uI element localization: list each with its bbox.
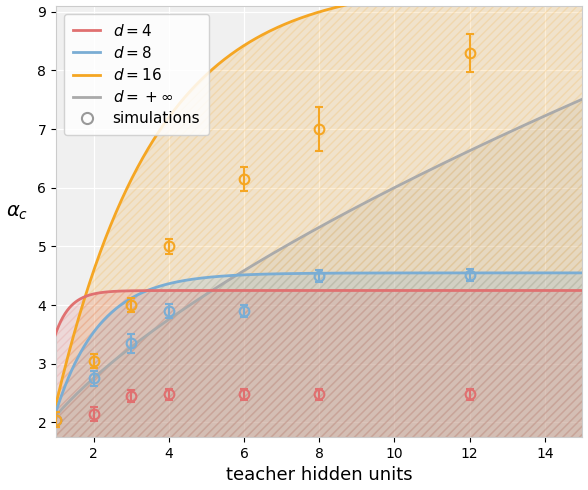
Legend: $d = 4$, $d = 8$, $d = 16$, $d = +\infty$, simulations: $d = 4$, $d = 8$, $d = 16$, $d = +\infty…	[64, 14, 209, 135]
X-axis label: teacher hidden units: teacher hidden units	[226, 466, 413, 485]
Y-axis label: $\alpha_c$: $\alpha_c$	[5, 202, 28, 221]
